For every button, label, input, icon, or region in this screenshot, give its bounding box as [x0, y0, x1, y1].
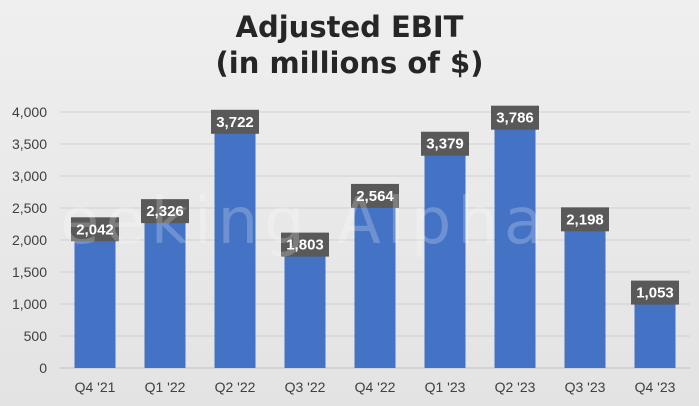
- data-label: 3,379: [426, 136, 464, 153]
- y-tick-label: 500: [24, 328, 48, 344]
- x-tick-label: Q2 '23: [495, 379, 536, 395]
- y-tick-label: 1,000: [12, 296, 47, 312]
- data-label: 2,326: [146, 203, 184, 220]
- data-label: 2,198: [566, 211, 604, 228]
- data-label-box: [491, 105, 539, 130]
- y-tick-label: 3,500: [12, 136, 47, 152]
- x-tick-label: Q2 '22: [215, 379, 256, 395]
- bar: [144, 219, 186, 368]
- data-label: 3,786: [496, 110, 534, 127]
- x-tick-label: Q1 '22: [145, 379, 186, 395]
- data-label-box: [421, 131, 469, 156]
- x-tick-label: Q4 '23: [635, 379, 676, 395]
- x-tick-label: Q3 '23: [565, 379, 606, 395]
- data-label-box: [631, 280, 679, 305]
- data-label: 2,042: [76, 221, 114, 238]
- bar: [424, 151, 466, 368]
- data-label-box: [561, 207, 609, 232]
- bar: [214, 129, 256, 368]
- data-label-box: [211, 109, 259, 134]
- data-label-box: [71, 217, 119, 242]
- y-tick-label: 0: [39, 360, 47, 376]
- bar: [354, 203, 396, 368]
- data-label: 2,564: [356, 188, 394, 205]
- y-tick-label: 4,000: [12, 104, 47, 120]
- y-tick-label: 2,000: [12, 232, 47, 248]
- bar: [634, 300, 676, 368]
- bar: [74, 237, 116, 368]
- x-tick-label: Q3 '22: [285, 379, 326, 395]
- data-label: 3,722: [216, 114, 254, 131]
- data-label: 1,803: [286, 237, 324, 254]
- data-label-box: [141, 199, 189, 224]
- data-label-box: [281, 232, 329, 257]
- bar: [494, 125, 536, 368]
- chart-title-line-2: (in millions of $): [215, 46, 484, 80]
- chart-title-line-1: Adjusted EBIT: [235, 10, 464, 44]
- bar: [284, 252, 326, 368]
- y-tick-label: 3,000: [12, 168, 47, 184]
- x-tick-label: Q1 '23: [425, 379, 466, 395]
- watermark: eeking Alpha: [60, 185, 550, 259]
- data-label: 1,053: [636, 285, 674, 302]
- x-tick-label: Q4 '21: [75, 379, 116, 395]
- y-tick-label: 2,500: [12, 200, 47, 216]
- bar: [564, 227, 606, 368]
- x-tick-label: Q4 '22: [355, 379, 396, 395]
- y-tick-label: 1,500: [12, 264, 47, 280]
- data-label-box: [351, 183, 399, 208]
